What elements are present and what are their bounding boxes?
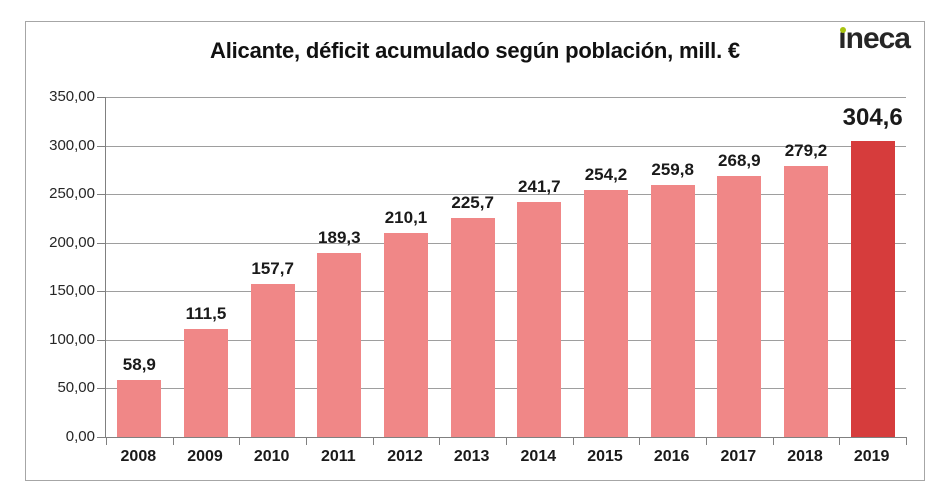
- bar-2018: [784, 165, 828, 437]
- ineca-logo-dot-icon: [840, 27, 847, 33]
- x-axis-label-2013: 2013: [453, 448, 490, 465]
- bar-value-label-2016: 259,8: [651, 159, 694, 179]
- y-tick: [97, 388, 105, 390]
- gridline-100: [106, 339, 906, 341]
- bar-2008: [117, 379, 162, 437]
- gridline-350: [106, 97, 906, 98]
- y-axis-label: 350,00: [49, 88, 95, 105]
- x-tick: [439, 437, 441, 445]
- x-tick: [306, 437, 307, 445]
- bar-value-label-2008: 58,9: [122, 354, 156, 374]
- y-axis-label: 0,00: [65, 428, 95, 445]
- x-axis-label-2017: 2017: [720, 448, 757, 465]
- bar-value-label-2014: 241,7: [518, 177, 561, 197]
- bar-value-label-2018: 279,2: [784, 140, 828, 160]
- x-tick: [239, 437, 241, 445]
- bar-2012: [384, 232, 428, 437]
- gridline-50: [106, 388, 906, 390]
- bar-value-label-2011: 189,3: [318, 228, 361, 248]
- chart-title: Alicante, déficit acumulado según poblac…: [210, 38, 740, 63]
- x-axis-label-2012: 2012: [387, 448, 423, 465]
- y-axis-label: 200,00: [49, 233, 95, 251]
- x-tick: [839, 437, 841, 445]
- x-axis-label-2018: 2018: [787, 448, 823, 465]
- x-axis-label-2014: 2014: [520, 448, 557, 465]
- x-axis-label-2016: 2016: [653, 448, 690, 465]
- x-axis-labels: 2008 2009 2010 2011 2012 2013 2014 2015 2016 2017…: [105, 448, 905, 472]
- x-axis-label-2008: 2008: [120, 448, 157, 465]
- gridline-150: [106, 291, 906, 293]
- bar-2011: [317, 253, 362, 437]
- x-tick: [639, 437, 641, 445]
- y-axis-label: 250,00: [49, 185, 95, 203]
- y-axis-label: 150,00: [49, 282, 95, 300]
- ineca-logo: ıneca: [838, 22, 911, 55]
- bar-2016: [650, 184, 695, 437]
- y-tick: [97, 437, 105, 438]
- y-tick: [97, 339, 105, 341]
- bar-2013: [450, 217, 495, 437]
- x-tick: [106, 437, 107, 445]
- x-tick: [772, 437, 774, 445]
- x-tick: [372, 437, 374, 445]
- x-axis-label-2010: 2010: [253, 448, 290, 465]
- x-axis-label-2009: 2009: [187, 448, 223, 465]
- y-tick: [97, 97, 105, 98]
- bar-2015: [584, 190, 628, 437]
- plot-area: 58,9 111,5 157,7 189,3 210,1 225,7 241,7 254,2 2…: [97, 97, 907, 445]
- gridline-250: [106, 194, 906, 196]
- x-axis-label-2019: 2019: [853, 448, 890, 465]
- x-tick: [572, 437, 574, 445]
- x-tick: [906, 437, 907, 445]
- x-axis-label-2015: 2015: [587, 448, 623, 465]
- y-tick: [97, 242, 105, 244]
- bar-2010: [250, 283, 295, 437]
- y-axis-label: 300,00: [49, 136, 95, 154]
- bar-value-label-2017: 268,9: [718, 150, 761, 170]
- bar-value-label-2015: 254,2: [584, 165, 628, 185]
- x-tick: [172, 437, 174, 445]
- y-axis-labels: 0,00 50,00 100,00 150,00 200,00 250,00 300,00 3…: [0, 88, 95, 445]
- bar-value-label-2012: 210,1: [384, 207, 428, 227]
- gridline-300: [106, 145, 906, 147]
- x-tick: [506, 437, 507, 445]
- y-axis-label: 100,00: [49, 330, 95, 348]
- y-tick: [97, 194, 105, 196]
- bar-value-label-2009: 111,5: [185, 303, 227, 323]
- bar-2009: [184, 328, 228, 437]
- bar-value-label-2010: 157,7: [251, 258, 294, 278]
- gridline-200: [106, 242, 906, 244]
- x-axis-label-2011: 2011: [320, 448, 356, 465]
- x-tick: [706, 437, 707, 445]
- y-tick: [97, 291, 105, 293]
- bar-2014: [517, 202, 562, 437]
- bar-value-label-2019: 304,6: [842, 104, 903, 132]
- bar-value-label-2013: 225,7: [451, 192, 494, 212]
- y-tick: [97, 145, 105, 147]
- bar-2019: [850, 141, 895, 437]
- ineca-logo-text: ıneca: [838, 22, 911, 55]
- y-axis-label: 50,00: [57, 379, 95, 397]
- bar-2017: [717, 175, 762, 437]
